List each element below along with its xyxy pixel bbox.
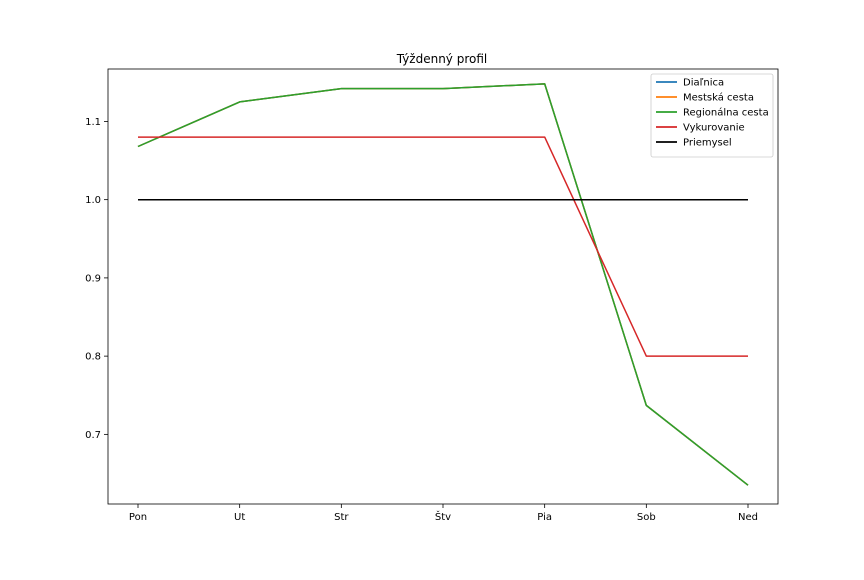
- y-tick-label: 1.0: [85, 195, 101, 206]
- series-line-2: [137, 83, 749, 486]
- x-tick-label: Ned: [738, 512, 758, 523]
- y-axis: 0.7 0.8 0.9 1.0 1.1: [85, 117, 108, 441]
- x-tick-label: Str: [334, 512, 349, 523]
- legend: Diaľnica Mestská cesta Regionálna cesta Vyk…: [650, 73, 774, 158]
- y-tick-label: 1.1: [85, 117, 101, 128]
- x-tick-label: Pon: [129, 512, 147, 523]
- legend-label: Diaľnica: [683, 78, 724, 89]
- y-tick-label: 0.9: [85, 273, 101, 284]
- x-tick-label: Štv: [435, 510, 451, 523]
- x-tick-label: Pia: [537, 512, 552, 523]
- chart-title: Týždenný profil: [396, 52, 488, 66]
- series-line-3: [138, 136, 748, 357]
- x-tick-label: Ut: [234, 512, 245, 523]
- legend-label: Vykurovanie: [683, 123, 745, 134]
- legend-label: Regionálna cesta: [683, 107, 769, 119]
- y-tick-label: 0.7: [85, 430, 101, 441]
- x-axis: Pon Ut Str Štv Pia Sob Ned: [129, 504, 758, 523]
- y-tick-label: 0.8: [85, 352, 101, 363]
- legend-label: Priemysel: [683, 138, 732, 149]
- plot-lines: [137, 83, 749, 486]
- legend-box: [650, 73, 774, 158]
- x-tick-label: Sob: [637, 512, 656, 523]
- legend-label: Mestská cesta: [683, 92, 754, 104]
